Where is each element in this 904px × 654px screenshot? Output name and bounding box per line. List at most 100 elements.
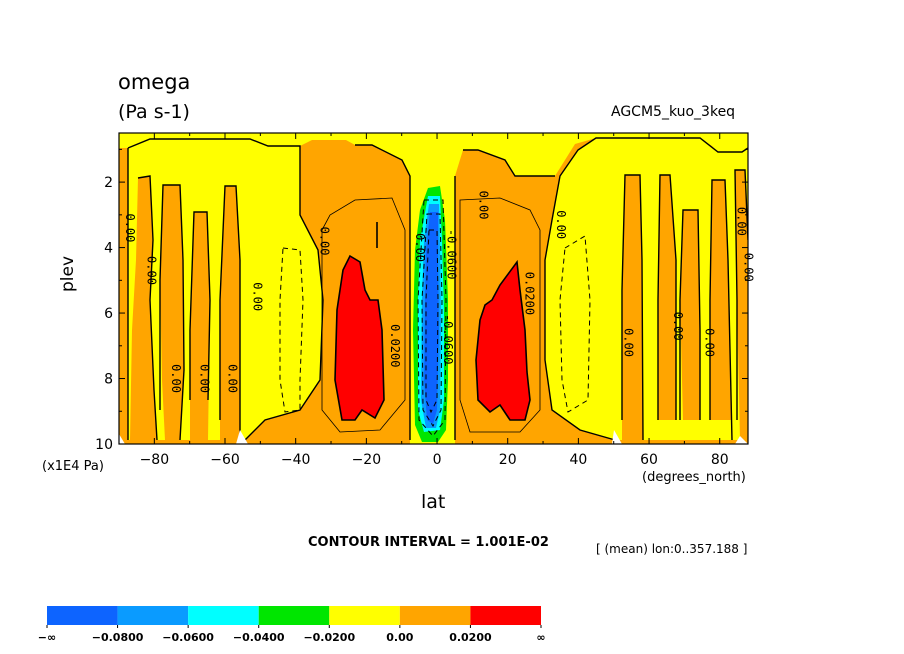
model-name: AGCM5_kuo_3keq bbox=[611, 104, 736, 120]
contour-dashed-core-1 bbox=[417, 199, 447, 437]
y-axis-unit: (x1E4 Pa) bbox=[42, 459, 104, 474]
axes: −80 −60 −40 −20 0 20 40 60 80 2 4 6 8 10 bbox=[95, 133, 748, 468]
orange-strip-right-1 bbox=[622, 175, 643, 440]
colorbar-swatch bbox=[117, 606, 189, 625]
contour-value-label: 0.00 bbox=[734, 207, 748, 236]
x-tick-label: −60 bbox=[210, 452, 240, 468]
x-axis-label: lat bbox=[421, 491, 446, 513]
contour-strip-r5 bbox=[734, 169, 748, 420]
x-tick-label: −80 bbox=[140, 452, 170, 468]
contour-value-label: 0.00 bbox=[671, 312, 685, 341]
contour-value-label: 0.00 bbox=[144, 256, 158, 285]
y-tick-label: 4 bbox=[104, 241, 113, 257]
orange-strip-left-1 bbox=[130, 176, 157, 440]
x-tick-label: −20 bbox=[352, 452, 382, 468]
contour-strip-l2 bbox=[159, 184, 185, 441]
contour-strip-r3 bbox=[679, 209, 701, 420]
contour-strip-l4 bbox=[219, 185, 241, 440]
orange-strip-right-2 bbox=[658, 175, 676, 420]
colorbar-label: −0.0600 bbox=[162, 631, 214, 644]
colorbar-swatch bbox=[188, 606, 259, 625]
colorbar-swatch bbox=[329, 606, 400, 625]
missing-data-mark bbox=[119, 434, 125, 444]
contour-dashed-right bbox=[559, 235, 591, 413]
contour-value-label: 0.00 bbox=[476, 191, 490, 220]
contour-zero-center bbox=[355, 144, 411, 440]
contour-dashed-core-2 bbox=[421, 213, 443, 428]
contour-strip-r1 bbox=[621, 174, 644, 441]
contour-value-label: 0.0200 bbox=[388, 324, 402, 367]
contour-value-label: 0.00 bbox=[169, 364, 183, 393]
contour-lines-thin bbox=[321, 197, 541, 433]
contour-value-label: 0.00 bbox=[621, 328, 635, 357]
y-tick-label: 8 bbox=[104, 372, 113, 388]
y-tick-label: 2 bbox=[104, 175, 113, 191]
contour-thin-right bbox=[459, 197, 541, 433]
orange-strip-left-4 bbox=[220, 186, 240, 440]
red-maximum-right bbox=[476, 262, 530, 420]
contour-value-label: -0.0600 bbox=[441, 314, 455, 365]
x-tick-label: 80 bbox=[711, 452, 729, 468]
missing-data-mark bbox=[612, 430, 622, 444]
x-tick-label: −40 bbox=[281, 452, 311, 468]
colorbar-label: −0.0200 bbox=[303, 631, 355, 644]
colorbar-swatch bbox=[258, 606, 330, 625]
contour-lines-max bbox=[334, 222, 531, 421]
contour-max-left bbox=[334, 254, 385, 421]
orange-strip-left-3 bbox=[190, 212, 210, 440]
colorbar-label: −∞ bbox=[38, 631, 56, 644]
x-tick-label: 60 bbox=[640, 452, 658, 468]
contour-dashed-core-3 bbox=[425, 229, 439, 414]
contour-value-label: 0.00 bbox=[250, 282, 264, 311]
plot-frame bbox=[118, 132, 749, 445]
contour-thin-left bbox=[321, 197, 406, 433]
contour-value-label: 0.00 bbox=[226, 364, 240, 393]
red-maximum-left bbox=[335, 256, 384, 420]
contour-interval: CONTOUR INTERVAL = 1.001E-02 bbox=[308, 535, 549, 550]
contour-value-label: 0.00 bbox=[197, 364, 211, 393]
contour-value-label: 0.00 bbox=[413, 233, 427, 262]
contour-strip-r4 bbox=[709, 179, 733, 441]
contour-lines-negative bbox=[279, 199, 591, 437]
colorbar-label: −0.0800 bbox=[92, 631, 144, 644]
colorbar-swatch bbox=[470, 606, 541, 625]
x-axis-unit: (degrees_north) bbox=[642, 470, 746, 485]
x-tick-label: 0 bbox=[433, 452, 442, 468]
contour-strip-l3 bbox=[189, 211, 211, 401]
contour-value-label: -0.0600 bbox=[445, 229, 459, 280]
mean-note: [ (mean) lon:0..357.188 ] bbox=[596, 542, 748, 556]
missing-data-mark bbox=[735, 436, 748, 444]
contour-strip-r2 bbox=[657, 174, 677, 420]
orange-strip-right-5 bbox=[735, 170, 748, 440]
ascent-core-blue bbox=[424, 212, 439, 424]
contour-value-label: 0.00 bbox=[554, 210, 568, 239]
contour-value-label: 0.00 bbox=[317, 227, 331, 256]
orange-strip-left-2 bbox=[160, 185, 184, 440]
colorbar-label: ∞ bbox=[536, 631, 545, 644]
orange-strip-right-3 bbox=[680, 210, 700, 420]
contour-value-label: 0.0200 bbox=[522, 272, 536, 315]
colorbar-label: 0.0200 bbox=[449, 631, 492, 644]
contour-zero-center-r bbox=[463, 149, 555, 177]
contour-zero-right bbox=[544, 137, 748, 441]
x-tick-label: 20 bbox=[499, 452, 517, 468]
contour-value-label: 0.00 bbox=[741, 253, 755, 282]
chart-title: omega bbox=[118, 70, 191, 94]
y-tick-label: 6 bbox=[104, 306, 113, 322]
plot-area bbox=[119, 133, 748, 444]
orange-strip-right-4 bbox=[710, 180, 732, 420]
contour-strip-l1 bbox=[137, 175, 158, 441]
contour-value-label: 0.00 bbox=[123, 213, 137, 242]
y-tick-label: 10 bbox=[95, 437, 113, 453]
contour-value-label: 0.00 bbox=[703, 328, 717, 357]
colorbar-label: 0.00 bbox=[386, 631, 413, 644]
contour-lines-zero bbox=[127, 137, 748, 441]
colorbar-swatch bbox=[47, 606, 118, 625]
contour-zero-top bbox=[127, 138, 324, 441]
colorbar-swatch bbox=[399, 606, 471, 625]
chart-units: (Pa s-1) bbox=[118, 101, 190, 123]
contour-max-right bbox=[475, 259, 531, 421]
colorbar-label: −0.0400 bbox=[233, 631, 285, 644]
x-tick-label: 40 bbox=[569, 452, 587, 468]
